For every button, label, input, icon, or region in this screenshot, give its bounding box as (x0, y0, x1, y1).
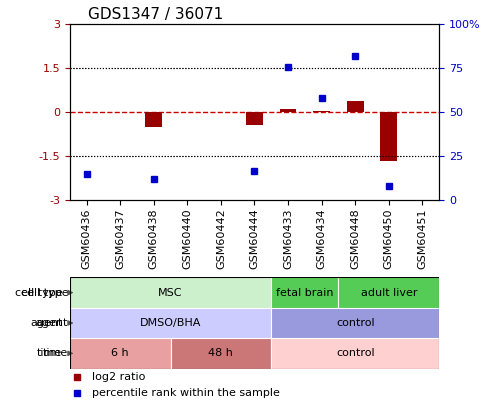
Bar (279, 109, 296, 113)
Text: time: time (43, 348, 68, 358)
Bar (271, 338, 439, 369)
Bar (338, 277, 439, 308)
Bar (246, 113, 263, 125)
Text: DMSO/BHA: DMSO/BHA (140, 318, 201, 328)
Text: adult liver: adult liver (360, 288, 417, 298)
Bar (347, 101, 364, 113)
Text: agent: agent (30, 318, 62, 328)
Bar (171, 338, 271, 369)
Bar (70, 308, 271, 338)
Text: cell type: cell type (15, 288, 62, 298)
Bar (145, 113, 162, 127)
Bar (271, 308, 439, 338)
Bar (313, 111, 330, 113)
Text: control: control (336, 318, 375, 328)
Text: cell type: cell type (20, 288, 68, 298)
Text: MSC: MSC (158, 288, 183, 298)
Text: agent: agent (36, 318, 68, 328)
Text: time: time (37, 348, 62, 358)
Bar (70, 277, 271, 308)
Text: fetal brain: fetal brain (276, 288, 334, 298)
Bar (271, 277, 338, 308)
Text: 48 h: 48 h (209, 348, 234, 358)
Text: 6 h: 6 h (111, 348, 129, 358)
Text: log2 ratio: log2 ratio (92, 372, 145, 382)
Bar (70, 338, 171, 369)
Bar (380, 113, 397, 161)
Text: percentile rank within the sample: percentile rank within the sample (92, 388, 280, 398)
Text: GDS1347 / 36071: GDS1347 / 36071 (88, 7, 224, 22)
Text: control: control (336, 348, 375, 358)
